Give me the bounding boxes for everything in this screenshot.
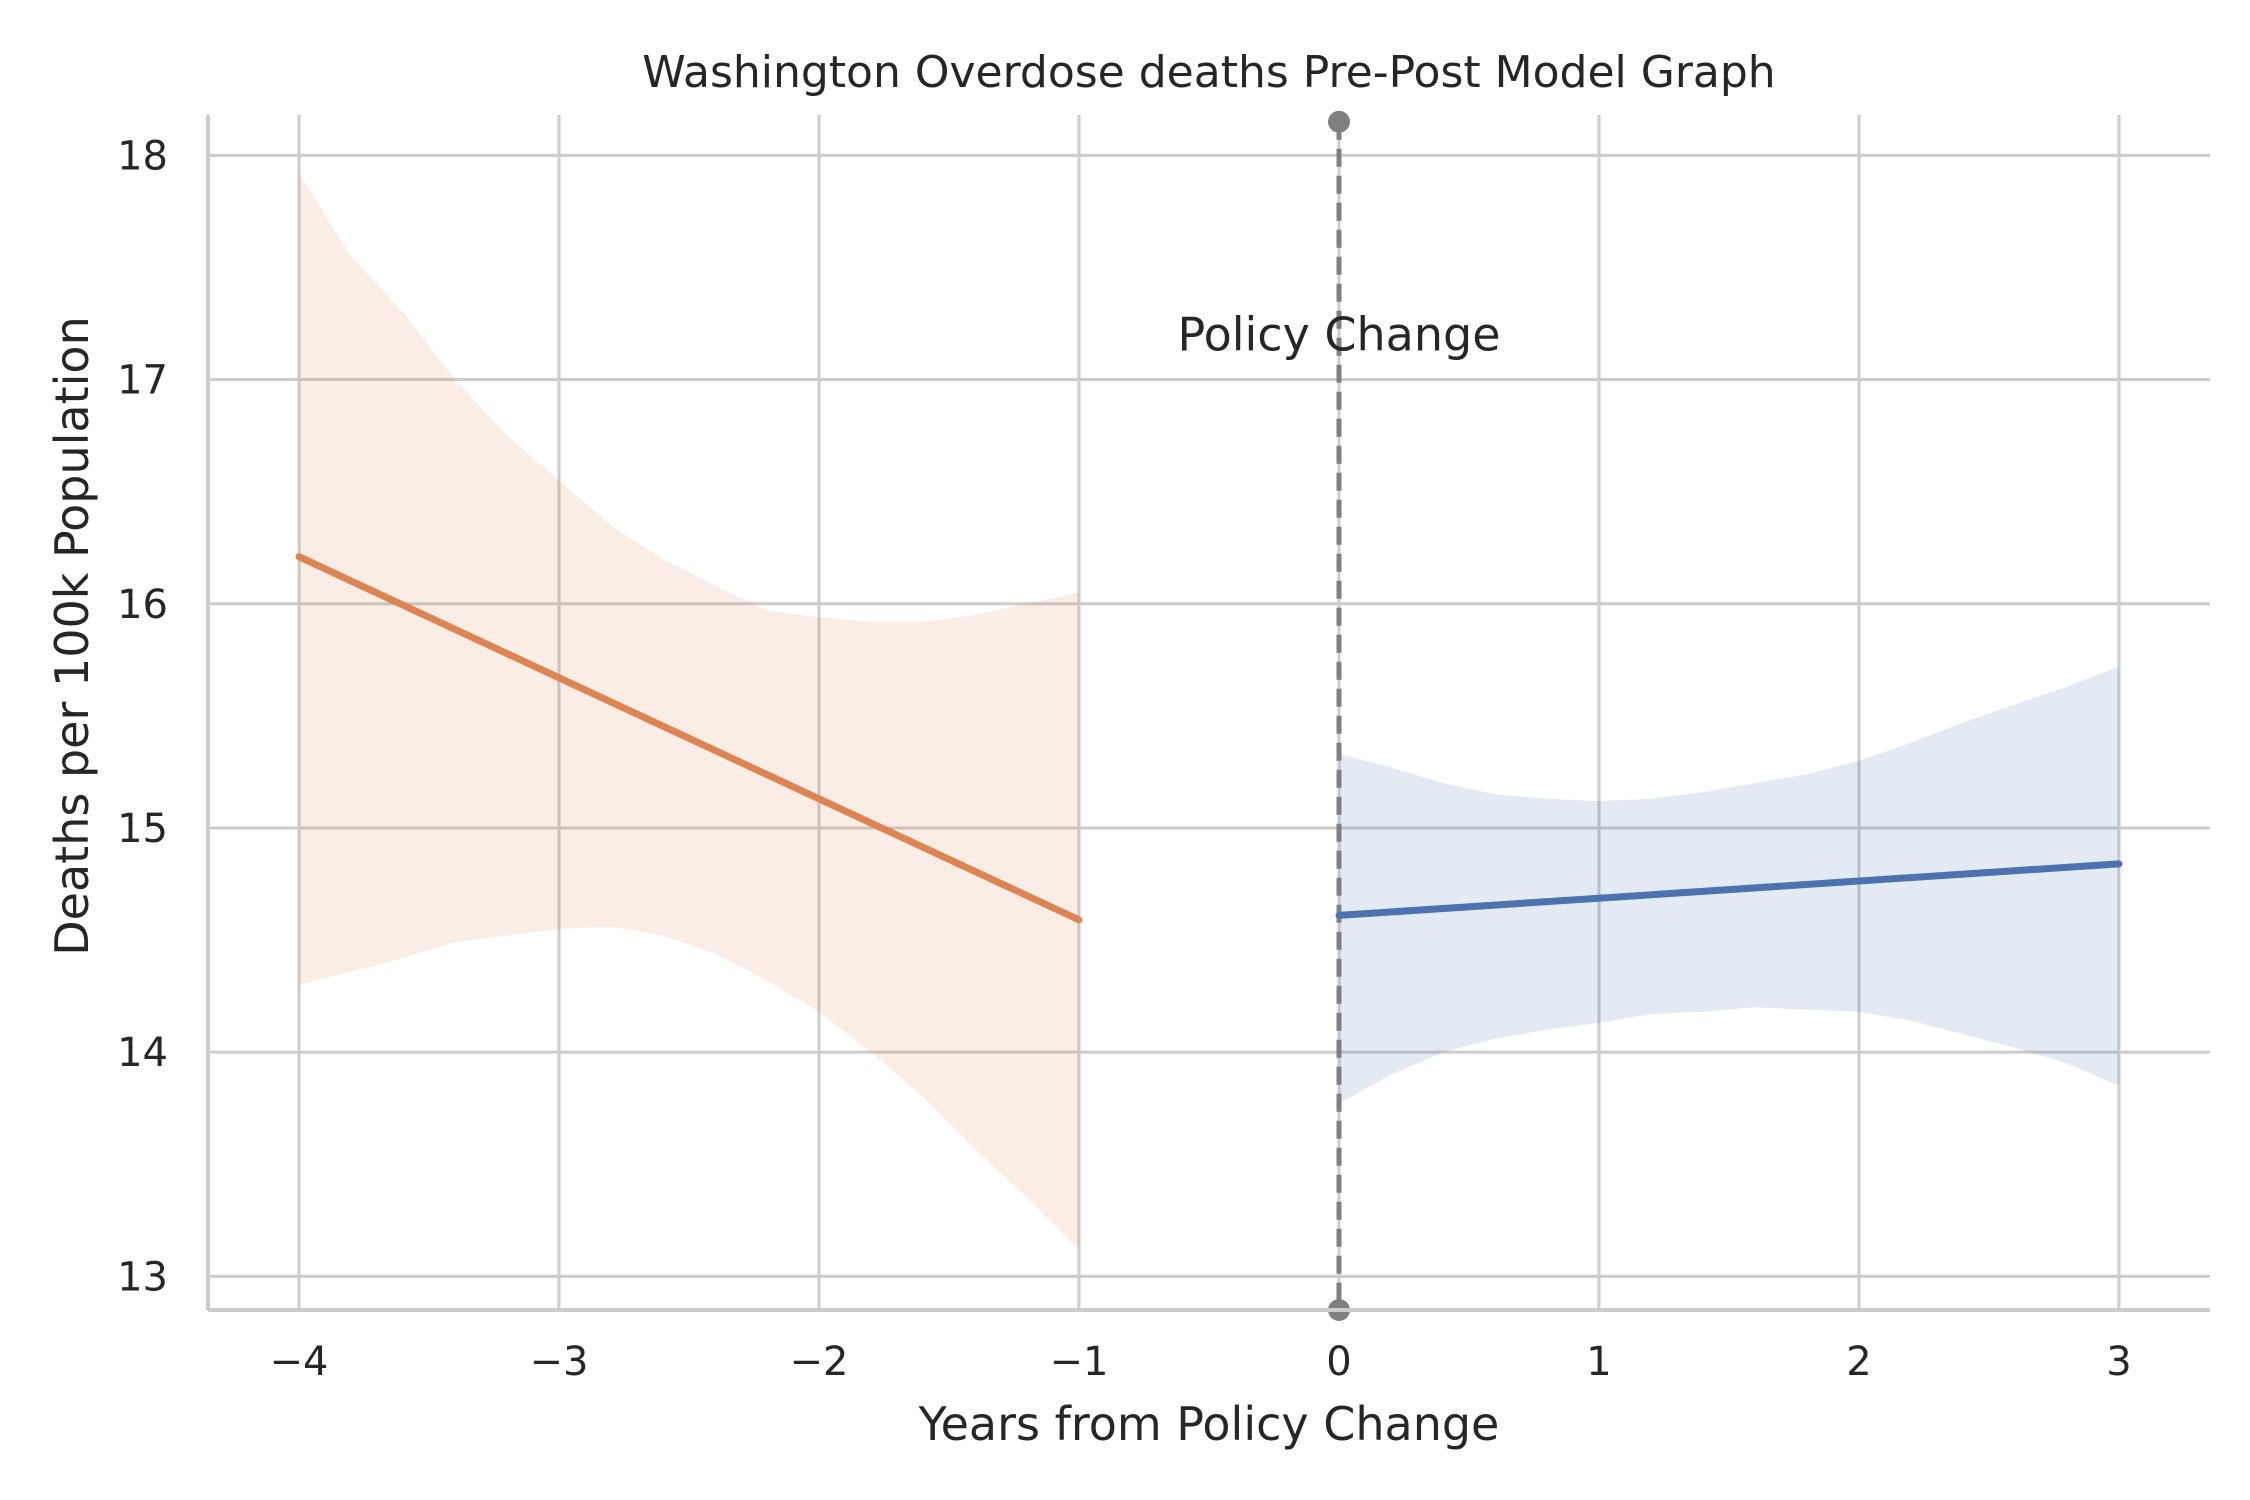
regression-line [1335, 860, 2123, 919]
x-axis-label: Years from Policy Change [918, 1397, 1500, 1451]
y-axis-ticks: 13 14 15 16 17 18 [117, 133, 168, 1300]
y-tick-label: 17 [117, 358, 168, 404]
chart-title: Washington Overdose deaths Pre-Post Mode… [642, 47, 1775, 98]
y-tick-label: 14 [117, 1030, 168, 1076]
confidence-band [1339, 666, 2119, 1104]
x-tick-label: 1 [1586, 1339, 1611, 1385]
y-tick-label: 16 [117, 582, 168, 628]
x-axis-ticks: −4 −3 −2 −1 0 1 2 3 [270, 1339, 2132, 1385]
x-tick-label: −1 [1050, 1339, 1109, 1385]
x-tick-label: −3 [530, 1339, 589, 1385]
confidence-band [299, 173, 1079, 1250]
regression-lines [295, 553, 2123, 924]
y-tick-label: 18 [117, 133, 168, 179]
y-axis-label: Deaths per 100k Population [45, 316, 99, 955]
x-tick-label: 2 [1846, 1339, 1871, 1385]
regression-line [295, 553, 1083, 924]
confidence-bands [299, 173, 2119, 1250]
y-tick-label: 13 [117, 1254, 168, 1300]
x-tick-label: −2 [790, 1339, 849, 1385]
y-tick-label: 15 [117, 806, 168, 852]
x-tick-label: 3 [2106, 1339, 2131, 1385]
policy-change-top-dot [1328, 110, 1350, 133]
grid-lines [208, 115, 2210, 1310]
x-tick-label: 0 [1326, 1339, 1351, 1385]
policy-change-annotation: Policy Change [1177, 308, 1500, 362]
x-tick-label: −4 [270, 1339, 329, 1385]
axes-spines [206, 115, 2210, 1312]
